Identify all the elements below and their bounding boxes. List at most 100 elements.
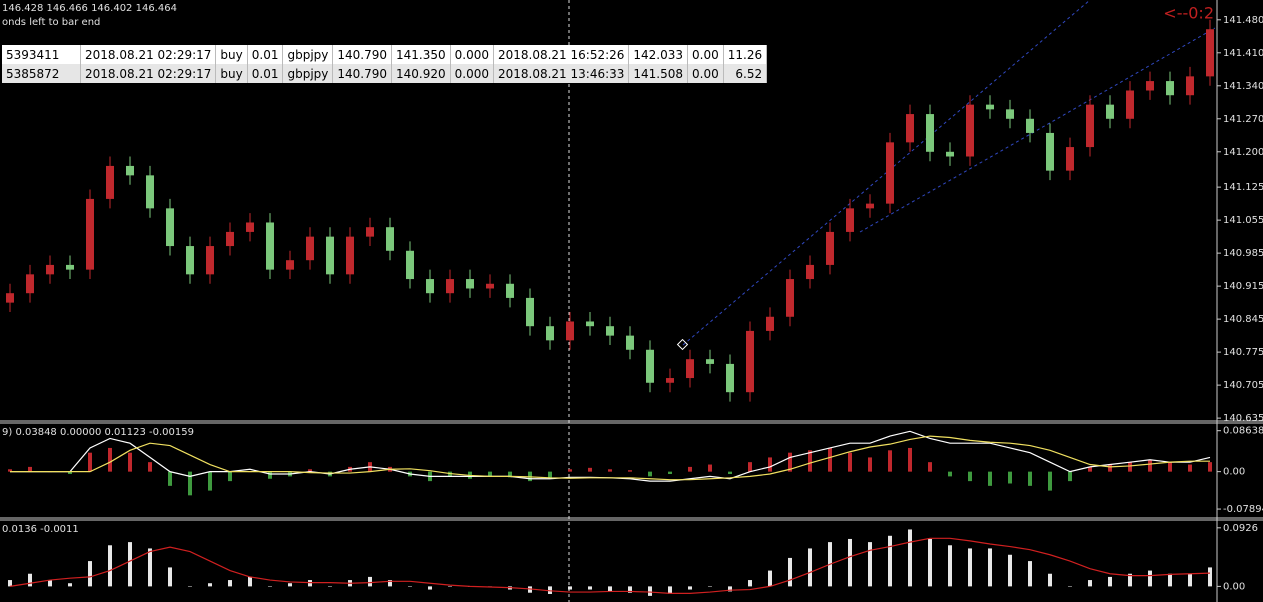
histogram-bar: [1128, 573, 1132, 587]
candle-body: [326, 236, 334, 275]
histogram-bar: [888, 535, 892, 587]
order-row[interactable]: 5385872 2018.08.21 02:29:17 buy 0.01 gbpjpy 1…: [2, 64, 768, 83]
histogram-bar: [808, 548, 812, 587]
candle-body: [106, 165, 114, 199]
histogram-bar: [1068, 471, 1072, 482]
candle-body: [906, 114, 914, 143]
histogram-bar: [988, 471, 992, 486]
candle-body: [386, 227, 394, 251]
histogram-bar: [928, 462, 932, 472]
candle-body: [926, 114, 934, 152]
histogram-bar: [228, 471, 232, 482]
histogram-bar: [868, 542, 872, 587]
histogram-bar: [688, 466, 692, 472]
histogram-bar: [928, 538, 932, 587]
y-tick-label: 140.775: [1223, 347, 1263, 358]
candle-body: [526, 297, 534, 327]
histogram-bar: [1108, 464, 1112, 472]
histogram-bar: [1208, 567, 1212, 587]
histogram-bar: [1088, 580, 1092, 587]
candle-body: [806, 264, 814, 280]
order-cell: 0.000: [450, 64, 494, 83]
y-tick-label: 140.845: [1223, 314, 1263, 325]
histogram-bar: [368, 576, 372, 587]
histogram-bar: [668, 471, 672, 475]
candle-body: [746, 330, 754, 393]
candle-body: [466, 279, 474, 289]
candle-body: [1006, 109, 1014, 119]
price-info: 146.428 146.466 146.402 146.464: [2, 3, 177, 14]
histogram-bar: [508, 471, 512, 478]
candle-body: [26, 274, 34, 294]
order-cell: 140.920: [391, 64, 451, 83]
anchor-point[interactable]: [676, 338, 689, 351]
y-tick-label: 0.00: [1223, 467, 1245, 478]
histogram-bar: [448, 586, 452, 587]
y-tick-label: 141.200: [1223, 147, 1263, 158]
histogram-bar: [328, 586, 332, 587]
histogram-bar: [1028, 471, 1032, 486]
order-cell: 2018.08.21 16:52:26: [493, 45, 630, 64]
candle-body: [446, 279, 454, 294]
histogram-bar: [788, 557, 792, 587]
histogram-bar: [948, 471, 952, 477]
histogram-bar: [88, 452, 92, 472]
histogram-bar: [208, 471, 212, 491]
order-cell: 141.508: [628, 64, 689, 83]
y-tick-label: 140.985: [1223, 248, 1263, 259]
candle-body: [506, 283, 514, 298]
candle-body: [1106, 104, 1114, 119]
histogram-bar: [68, 583, 72, 587]
order-cell: 142.033: [628, 45, 689, 64]
order-cell: 0.01: [247, 64, 284, 83]
histogram-bar: [768, 457, 772, 472]
histogram-bar: [748, 462, 752, 472]
candle-body: [1086, 104, 1094, 148]
histogram-bar: [588, 467, 592, 472]
candle-body: [1186, 76, 1194, 96]
candle-body: [606, 326, 614, 336]
candle-body: [226, 231, 234, 247]
order-cell: 0.00: [687, 64, 724, 83]
order-cell: gbpjpy: [282, 64, 334, 83]
y-tick-label: 140.705: [1223, 380, 1263, 391]
histogram-bar: [628, 586, 632, 593]
histogram-bar: [188, 586, 192, 587]
order-cell: 140.790: [332, 45, 392, 64]
indicator-line: [9, 537, 1211, 594]
candle-body: [666, 378, 674, 383]
y-tick-label: 140.915: [1223, 281, 1263, 292]
histogram-bar: [1148, 459, 1152, 472]
candle-body: [346, 236, 354, 275]
candle-body: [846, 208, 854, 232]
order-cell: 0.000: [450, 45, 494, 64]
order-cell: 0.00: [687, 45, 724, 64]
histogram-bar: [28, 466, 32, 472]
y-tick-label: 141.270: [1223, 114, 1263, 125]
histogram-bar: [1128, 462, 1132, 472]
y-tick-label: -0.07894: [1223, 504, 1263, 515]
histogram-bar: [68, 471, 72, 475]
histogram-bar: [848, 452, 852, 472]
candle-body: [1046, 132, 1054, 171]
histogram-bar: [968, 548, 972, 587]
histogram-bar: [528, 586, 532, 593]
candle-body: [686, 359, 694, 379]
y-tick-label: 0.00: [1223, 581, 1245, 592]
order-row[interactable]: 5393411 2018.08.21 02:29:17 buy 0.01 gbpjpy 1…: [2, 45, 768, 64]
histogram-bar: [1048, 471, 1052, 491]
candle-body: [1026, 118, 1034, 133]
histogram-bar: [268, 471, 272, 479]
candle-body: [486, 283, 494, 289]
histogram-bar: [28, 573, 32, 587]
candle-body: [206, 246, 214, 275]
histogram-bar: [568, 469, 572, 472]
candle-body: [546, 326, 554, 341]
order-cell: 11.26: [723, 45, 768, 64]
candle-body: [1166, 81, 1174, 96]
histogram-bar: [88, 561, 92, 587]
candle-body: [306, 236, 314, 261]
candle-body: [86, 198, 94, 270]
